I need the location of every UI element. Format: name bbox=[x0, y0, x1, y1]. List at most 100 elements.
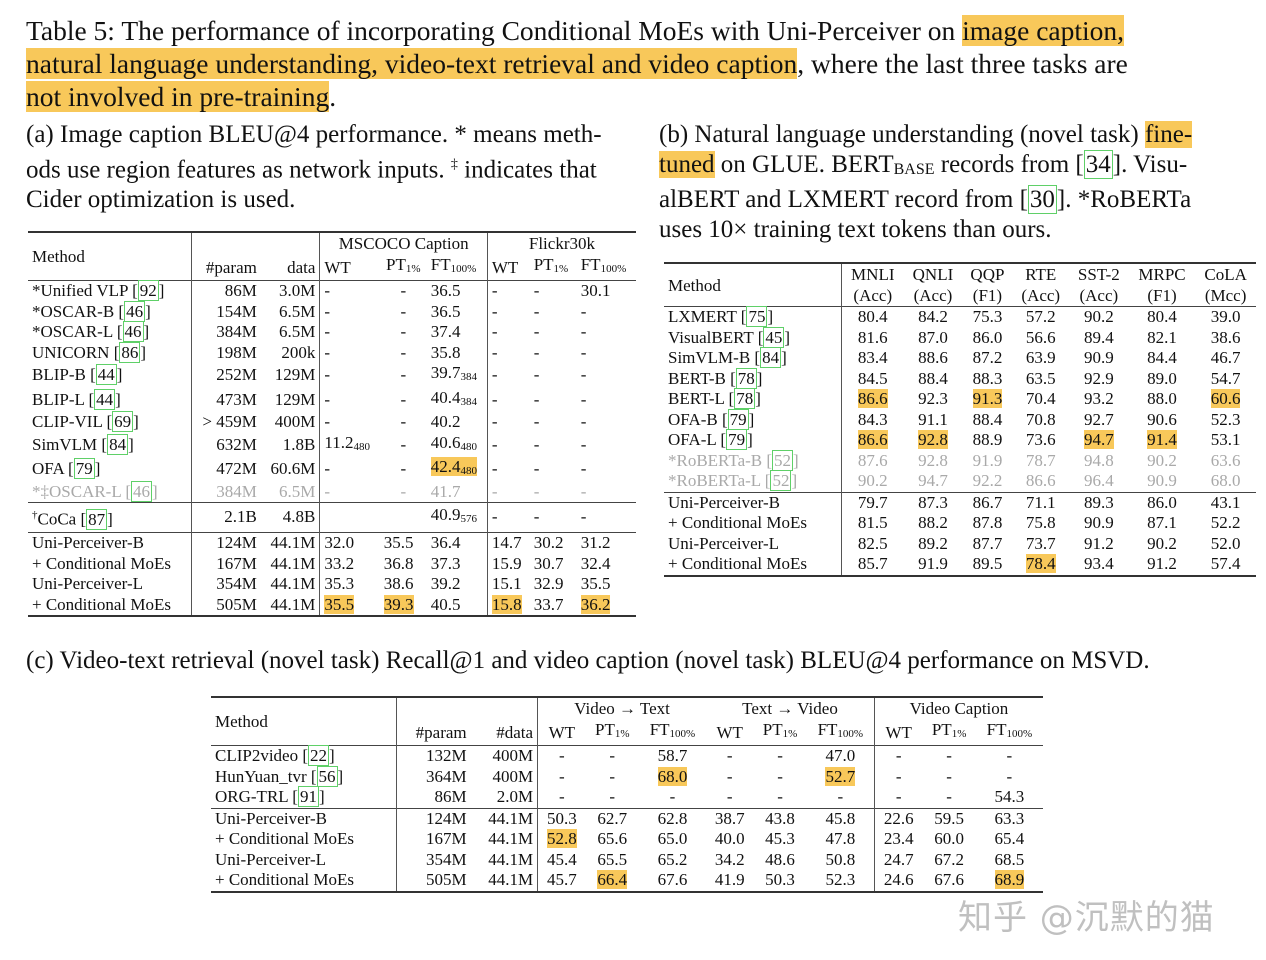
citation-link[interactable]: 84 bbox=[107, 433, 129, 455]
citation-link[interactable]: 84 bbox=[760, 347, 782, 368]
citation-link[interactable]: 69 bbox=[112, 411, 134, 432]
method-name: OFA-L [79] bbox=[668, 429, 753, 450]
table-cell: 84.3 bbox=[840, 409, 904, 430]
table-cell: 90.9 bbox=[1083, 348, 1114, 367]
citation-link[interactable]: 46 bbox=[131, 480, 153, 502]
citation-link[interactable]: 44 bbox=[95, 364, 117, 385]
column-header: MNLI bbox=[840, 263, 904, 285]
table-cell: 52.3 bbox=[1210, 409, 1241, 429]
column-header: MRPC bbox=[1138, 265, 1186, 284]
table-cell: 91.1 bbox=[918, 409, 948, 429]
table-cell: 63.6 bbox=[1210, 450, 1241, 470]
method-name: †CoCa [87] bbox=[32, 508, 113, 530]
table-cell: 38.6 bbox=[383, 574, 414, 593]
column-header: RTE bbox=[1025, 265, 1057, 284]
citation-link[interactable]: 87 bbox=[86, 508, 108, 530]
table-cell: 88.4 bbox=[972, 409, 1003, 429]
citation-link[interactable]: 34 bbox=[1083, 150, 1113, 179]
citation-link[interactable]: 45 bbox=[763, 326, 785, 348]
table-cell: 87.8 bbox=[972, 513, 1003, 532]
citation-link[interactable]: 86 bbox=[119, 341, 141, 363]
method-name: *OSCAR-B [46] bbox=[32, 300, 151, 322]
table-cell: - bbox=[837, 787, 844, 806]
table-cell: - bbox=[946, 766, 952, 786]
table-cell: 82.5 bbox=[840, 533, 904, 554]
table-cell: 92.7 bbox=[1083, 409, 1114, 429]
citation-link[interactable]: 91 bbox=[297, 786, 319, 807]
citation-link[interactable]: 46 bbox=[124, 300, 146, 322]
table-cell: - bbox=[580, 342, 587, 362]
table-row: BERT-B [78] 84.5 88.4 88.3 63.5 92.9 89.0 54.7 bbox=[664, 367, 1256, 389]
table-cell: - bbox=[533, 434, 540, 454]
caption-text: , where the last three tasks are bbox=[797, 48, 1128, 79]
citation-link[interactable]: 52 bbox=[770, 470, 792, 491]
table-cell: - bbox=[319, 481, 380, 503]
caption-highlight: not involved in pre-training bbox=[26, 81, 330, 112]
table-cell: - bbox=[533, 507, 540, 527]
table-b-caption: (b) Natural language understanding (nove… bbox=[659, 121, 1193, 243]
table-cell: 15.8 bbox=[486, 594, 530, 616]
table-row: + Conditional MoEs 81.5 88.2 87.8 75.8 90.9 87… bbox=[664, 513, 1256, 534]
table-row: CLIP2video [22] 132M 400M - -58.7- -47.0- - - bbox=[211, 745, 1043, 767]
table-cell: 93.2 bbox=[1083, 389, 1114, 408]
table-cell: 36.4 bbox=[430, 533, 461, 552]
citation-link[interactable]: 79 bbox=[726, 429, 748, 450]
citation-link[interactable]: 78 bbox=[735, 367, 757, 389]
method-name: VisualBERT [45] bbox=[668, 326, 791, 348]
table-cell: - bbox=[533, 342, 540, 362]
table-cell: - bbox=[537, 766, 586, 787]
table-cell: - bbox=[486, 363, 530, 388]
citation-link[interactable]: 52 bbox=[772, 449, 794, 471]
citation-link[interactable]: 56 bbox=[316, 765, 338, 787]
table-cell: - bbox=[777, 746, 783, 765]
table-cell: - bbox=[533, 281, 540, 300]
table-row: ORG-TRL [91] 86M 2.0M - - - - - - - -54.3 bbox=[211, 786, 1043, 808]
watermark: 知乎 @沉默的猫 bbox=[958, 898, 1215, 938]
citation-link[interactable]: 44 bbox=[94, 388, 116, 410]
table-cell: - bbox=[537, 787, 586, 808]
method-name: + Conditional MoEs bbox=[668, 554, 807, 573]
citation-link[interactable]: 78 bbox=[734, 388, 756, 409]
table-cell: 84.2 bbox=[918, 307, 948, 326]
citation-link[interactable]: 22 bbox=[308, 745, 330, 766]
table-cell: 65.5 bbox=[597, 849, 628, 869]
table-cell: 92.8 bbox=[918, 430, 948, 449]
table-cell: 88.2 bbox=[918, 513, 948, 532]
citation-link[interactable]: 92 bbox=[137, 280, 159, 301]
column-group-header: Video Caption bbox=[873, 697, 1043, 719]
citation-link[interactable]: 46 bbox=[122, 321, 144, 342]
table-cell: 40.2 bbox=[430, 412, 461, 431]
table-row: + Conditional MoEs 167M 44.1M 52.8 65.6 65.0 4… bbox=[211, 829, 1043, 850]
table-cell: 65.4 bbox=[994, 829, 1025, 848]
method-name: Uni-Perceiver-L bbox=[32, 574, 144, 593]
table-cell: - bbox=[400, 365, 407, 384]
citation-link[interactable]: 79 bbox=[727, 408, 749, 430]
citation-link[interactable]: 75 bbox=[746, 306, 768, 327]
table-cell: 38.7 bbox=[714, 808, 745, 828]
table-cell: 92.3 bbox=[918, 389, 948, 408]
table-cell: 80.4 bbox=[1147, 307, 1177, 326]
table-row: OFA-B [79] 84.3 91.1 88.4 70.8 92.7 90.6 52.3 bbox=[664, 408, 1256, 430]
table-row: UNICORN [86] 198M 200k - -35.8- - - bbox=[28, 341, 636, 363]
table-cell: 94.7 bbox=[918, 471, 948, 490]
citation-link[interactable]: 79 bbox=[73, 458, 95, 479]
table-cell: 86.6 bbox=[840, 430, 904, 451]
table-cell: 47.0 bbox=[825, 746, 856, 765]
table-cell: 63.3 bbox=[994, 808, 1025, 828]
table-cell: - bbox=[486, 457, 530, 482]
table-cell bbox=[380, 503, 427, 533]
table-row: Uni-Perceiver-B 124M 44.1M 50.3 62.7 62.8 38.7… bbox=[211, 808, 1043, 829]
table-cell: 88.9 bbox=[972, 430, 1003, 449]
table-cell: - bbox=[580, 301, 587, 321]
table-cell: - bbox=[580, 322, 587, 341]
citation-link[interactable]: 30 bbox=[1027, 185, 1057, 214]
table-cell: 91.2 bbox=[1147, 554, 1177, 573]
table-cell: 50.8 bbox=[825, 849, 856, 869]
method-name: SimVLM-B [84] bbox=[668, 347, 787, 368]
table-row: SimVLM-B [84] 83.4 88.6 87.2 63.9 90.9 84.4 46.… bbox=[664, 347, 1256, 369]
table-cell: - bbox=[486, 432, 530, 457]
column-header: Method bbox=[215, 712, 268, 731]
table-cell: - bbox=[873, 787, 923, 808]
method-name: + Conditional MoEs bbox=[215, 870, 354, 889]
table-cell: 32.9 bbox=[533, 574, 564, 593]
